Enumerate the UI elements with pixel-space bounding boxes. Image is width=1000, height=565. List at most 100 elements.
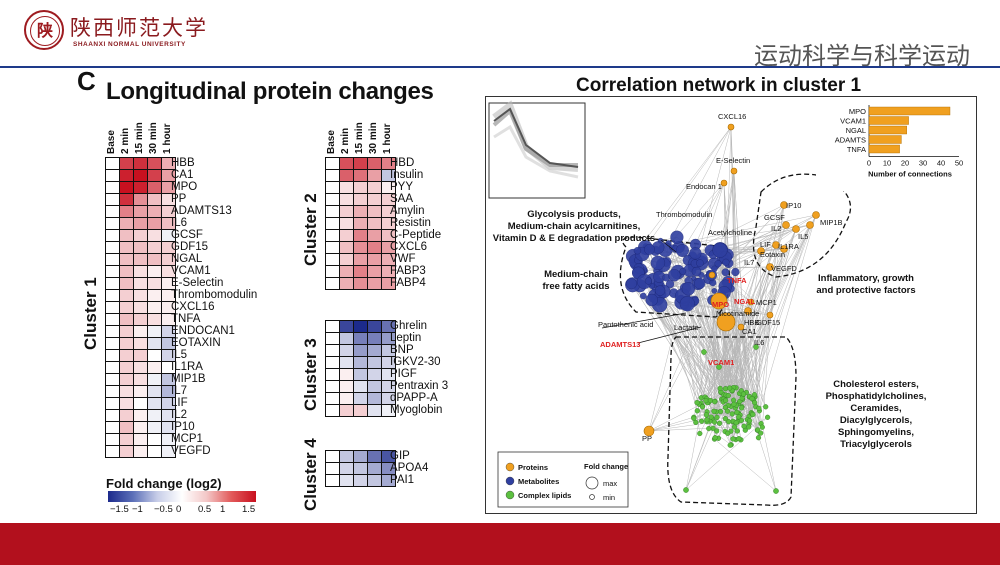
- heatmap-cell: [133, 325, 148, 338]
- heatmap-cell: [119, 373, 134, 386]
- lipid-node: [751, 392, 758, 398]
- heatmap-row: [105, 229, 176, 242]
- heatmap-cell: [133, 193, 148, 206]
- heatmap-row: [105, 277, 176, 290]
- node-label: IL5: [798, 232, 808, 241]
- heatmap-cell: [161, 313, 176, 326]
- annotation-glycolysis: Glycolysis products,: [527, 209, 620, 220]
- heatmap-cell: [105, 217, 120, 230]
- bar-chart-xlabel: Number of connections: [868, 170, 952, 179]
- node-label: GCSF: [764, 213, 785, 222]
- trajectory-inset: [488, 100, 586, 199]
- heatmap-cell: [147, 325, 162, 338]
- bar-tick-label: 40: [937, 159, 945, 168]
- heatmap-row: [105, 181, 176, 194]
- protein-node: [716, 312, 736, 332]
- heatmap-cell: [353, 332, 368, 345]
- network-edge: [736, 250, 762, 406]
- heatmap-cell: [119, 421, 134, 434]
- lipid-node: [701, 349, 707, 355]
- heatmap-cell: [119, 445, 134, 458]
- bar: [868, 135, 902, 144]
- lipid-node: [722, 416, 729, 422]
- protein-node: [780, 201, 788, 209]
- heatmap-row: [325, 380, 396, 393]
- protein-node: [710, 292, 728, 310]
- label-leaders: [601, 239, 702, 344]
- metabolite-node: [681, 282, 696, 296]
- heatmap-cell: [119, 277, 134, 290]
- heatmap-cell: [105, 361, 120, 374]
- lipid-node: [733, 420, 739, 426]
- heatmap-cell: [161, 181, 176, 194]
- heatmap-title: Longitudinal protein changes: [106, 78, 434, 105]
- lipid-node: [706, 426, 712, 432]
- heatmap-cell: [381, 193, 396, 206]
- bar-tick-label: 0: [867, 159, 871, 168]
- bar-tick-label: 10: [883, 159, 891, 168]
- lipid-node: [747, 418, 753, 424]
- heatmap-cell: [353, 392, 368, 405]
- heatmap-row: [105, 385, 176, 398]
- network-edge: [723, 182, 739, 404]
- network-edge: [728, 244, 777, 264]
- heatmap-cell: [119, 193, 134, 206]
- network-edge: [740, 326, 750, 417]
- network-edge: [648, 387, 734, 432]
- network-title: Correlation network in cluster 1: [576, 75, 862, 96]
- heatmap-cell: [325, 217, 340, 230]
- heatmap-cell: [105, 385, 120, 398]
- heatmap-cell: [353, 217, 368, 230]
- heatmap-cell: [105, 265, 120, 278]
- heatmap-row: [105, 373, 176, 386]
- heatmap-cell: [353, 265, 368, 278]
- lipid-nodes: [683, 344, 779, 494]
- lipid-node: [699, 404, 706, 410]
- lipid-node: [714, 428, 720, 434]
- cluster-outlines: [619, 173, 852, 506]
- heatmap-cell: [381, 462, 396, 475]
- bar: [868, 144, 900, 154]
- metabolite-node: [633, 246, 642, 255]
- legend-swatch: [505, 476, 515, 486]
- heatmap-cell: [339, 450, 354, 463]
- lipid-node: [694, 408, 700, 414]
- network-edge: [645, 126, 732, 248]
- network-edge: [750, 301, 760, 409]
- heatmap-cell: [119, 385, 134, 398]
- heatmap-cell: [105, 229, 120, 242]
- heatmap-cell: [367, 380, 382, 393]
- protein-node: [747, 298, 755, 306]
- heatmap-cell: [147, 349, 162, 362]
- heatmap-row: [325, 241, 396, 254]
- heatmap-cell: [367, 241, 382, 254]
- heatmap-row: [325, 462, 396, 475]
- lipid-node: [714, 414, 720, 421]
- heatmap-cell: [105, 397, 120, 410]
- heatmap-cell: [339, 193, 354, 206]
- annotation-fatty-acids: Medium-chain: [544, 269, 608, 280]
- row-label: IGKV2-30: [390, 356, 441, 368]
- lipid-node: [730, 436, 736, 442]
- network-edge: [725, 214, 817, 273]
- heatmap-cell: [133, 289, 148, 302]
- node-label: IL2: [771, 224, 781, 233]
- heatmap-cell: [161, 205, 176, 218]
- heatmap-row: [105, 361, 176, 374]
- row-label: PYY: [390, 181, 414, 193]
- heatmap-cell: [325, 193, 340, 206]
- heatmap-cell: [119, 349, 134, 362]
- lipid-node: [699, 418, 705, 424]
- network-edge: [648, 286, 726, 432]
- heatmap-cell: [133, 169, 148, 182]
- heatmap-row: [105, 217, 176, 230]
- protein-node: [772, 241, 780, 249]
- lipid-node: [703, 398, 709, 404]
- heatmap-row: [325, 217, 396, 230]
- heatmap-cell: [381, 217, 396, 230]
- network-frame: [485, 96, 977, 514]
- heatmap-cell: [381, 380, 396, 393]
- fold-change-tick: 1.5: [242, 504, 256, 515]
- network-legend: [497, 451, 629, 508]
- heatmap-cell: [367, 462, 382, 475]
